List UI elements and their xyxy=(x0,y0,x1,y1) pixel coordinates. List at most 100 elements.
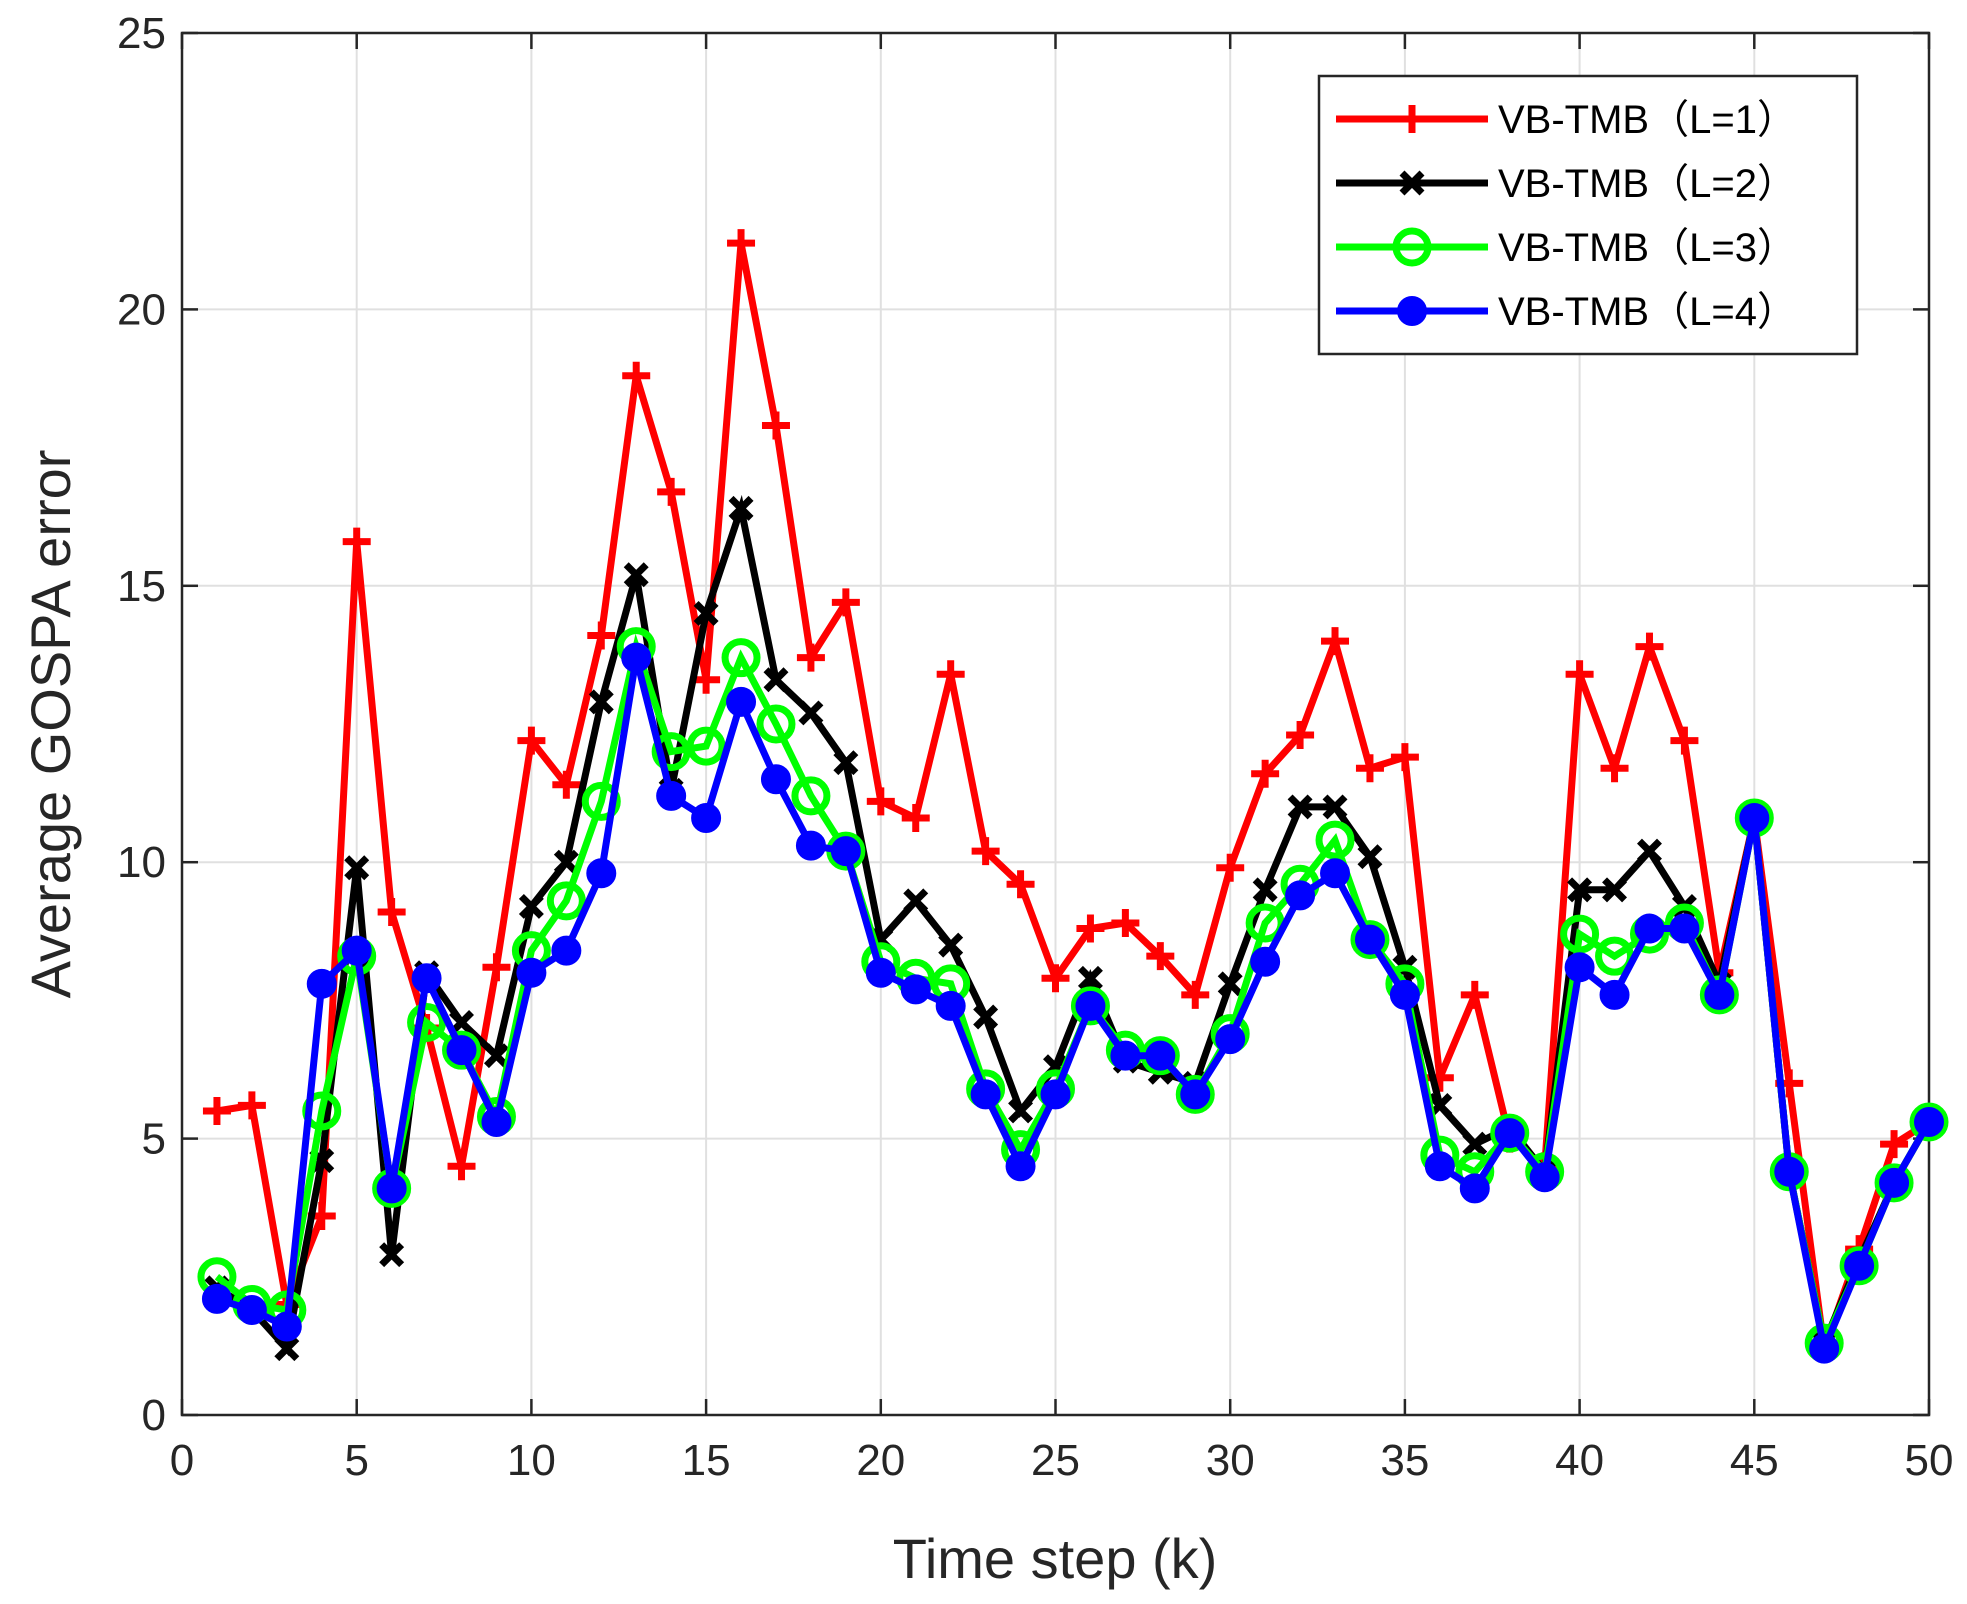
x-tick-label: 50 xyxy=(1905,1436,1954,1485)
series-3-point xyxy=(721,638,761,678)
series-4-point xyxy=(341,935,372,966)
x-tick-label: 0 xyxy=(170,1436,194,1485)
series-2-point xyxy=(938,932,964,958)
series-1-point xyxy=(517,726,546,755)
series-1-point xyxy=(552,770,581,799)
series-4-point xyxy=(1564,952,1595,983)
series-2-point xyxy=(623,562,649,588)
series-2-point xyxy=(833,750,859,776)
series-2-point xyxy=(903,888,929,914)
y-tick-label: 5 xyxy=(142,1115,166,1164)
series-4-point xyxy=(1389,979,1420,1010)
series-1-point xyxy=(622,361,651,390)
series-2-point xyxy=(798,700,824,726)
series-3-point xyxy=(1595,936,1635,976)
series-1-point xyxy=(831,588,860,617)
series-1-point xyxy=(1111,909,1140,938)
series-1-point xyxy=(1600,754,1629,783)
series-2-point xyxy=(1077,965,1103,991)
series-2-point xyxy=(588,689,614,715)
series-4-point xyxy=(1354,924,1385,955)
series-4-point xyxy=(656,780,687,811)
series-4-point xyxy=(586,858,617,889)
series-4-point xyxy=(411,963,442,994)
series-4-point xyxy=(1879,1167,1910,1198)
series-3-point xyxy=(1560,914,1600,954)
series-4-point xyxy=(1250,946,1281,977)
series-4-point xyxy=(516,957,547,988)
legend-entry-3: VB-TMB（L=3） xyxy=(1336,226,1797,270)
series-1-point xyxy=(587,621,616,650)
series-1-point xyxy=(1321,627,1350,656)
series-1-point xyxy=(482,953,511,982)
series-3-point xyxy=(1839,1246,1879,1286)
legend-swatch-marker xyxy=(1398,105,1426,133)
series-3-point xyxy=(651,732,691,772)
y-axis-title: Average GOSPA error xyxy=(19,450,82,999)
series-2-point xyxy=(553,849,579,875)
series-4-point xyxy=(1110,1040,1141,1071)
series-3-point xyxy=(756,704,796,744)
series-4-point xyxy=(1914,1107,1944,1138)
series-3-point xyxy=(407,1003,447,1043)
series-3-point xyxy=(442,1030,482,1070)
x-axis-title: Time step (k) xyxy=(893,1527,1218,1590)
y-tick-label: 0 xyxy=(142,1391,166,1440)
series-4-point xyxy=(1005,1151,1036,1182)
series-1-point xyxy=(692,665,721,694)
series-4-point xyxy=(760,764,791,795)
y-tick-label: 15 xyxy=(117,562,166,611)
series-4-point xyxy=(1040,1079,1071,1110)
series-1-point xyxy=(971,837,1000,866)
series-layer xyxy=(197,229,1949,1364)
legend-label: VB-TMB（L=2） xyxy=(1498,162,1797,206)
series-4-point xyxy=(1215,1024,1246,1055)
series-4-point xyxy=(1494,1118,1525,1149)
series-4-point xyxy=(865,957,896,988)
legend-label: VB-TMB（L=3） xyxy=(1498,226,1797,270)
series-4-point xyxy=(830,836,861,867)
x-tick-label: 40 xyxy=(1555,1436,1604,1485)
series-4-point xyxy=(1424,1151,1455,1182)
series-4-point xyxy=(1634,913,1665,944)
x-tick-label: 20 xyxy=(856,1436,905,1485)
series-2-point xyxy=(763,667,789,693)
series-3-point xyxy=(1315,820,1355,860)
series-2-point xyxy=(1252,877,1278,903)
series-4-point xyxy=(306,968,337,999)
y-tick-label: 10 xyxy=(117,838,166,887)
series-4-point xyxy=(1145,1040,1176,1071)
series-1-point xyxy=(1041,964,1070,993)
series-1-point xyxy=(796,643,825,672)
x-tick-label: 25 xyxy=(1031,1436,1080,1485)
series-4-point xyxy=(481,1107,512,1138)
series-3-point xyxy=(1490,1113,1530,1153)
series-1-point xyxy=(237,1091,266,1120)
x-tick-label: 30 xyxy=(1206,1436,1255,1485)
x-tick-label: 10 xyxy=(507,1436,556,1485)
series-3-point xyxy=(791,776,831,816)
series-1-point xyxy=(447,1152,476,1181)
series-4 xyxy=(201,642,1944,1364)
series-2-point xyxy=(483,1043,509,1069)
series-4-point xyxy=(1529,1162,1560,1193)
series-1-point xyxy=(1880,1130,1909,1159)
series-4-point xyxy=(236,1294,267,1325)
series-4-point xyxy=(795,830,826,861)
series-3-point xyxy=(1175,1074,1215,1114)
series-1-point xyxy=(901,803,930,832)
series-4-point xyxy=(1809,1333,1840,1364)
series-4-point xyxy=(900,974,931,1005)
series-4-point xyxy=(1704,979,1735,1010)
series-2-point xyxy=(1357,844,1383,870)
legend-swatch-marker xyxy=(1392,227,1432,267)
series-2-point xyxy=(1322,794,1348,820)
legend-label: VB-TMB（L=1） xyxy=(1498,98,1797,142)
series-4-point xyxy=(1599,979,1630,1010)
series-4-point xyxy=(1459,1173,1490,1204)
y-tick-label: 20 xyxy=(117,285,166,334)
series-3-point xyxy=(546,881,586,921)
series-4-point xyxy=(551,935,582,966)
series-1-point xyxy=(1146,942,1175,971)
